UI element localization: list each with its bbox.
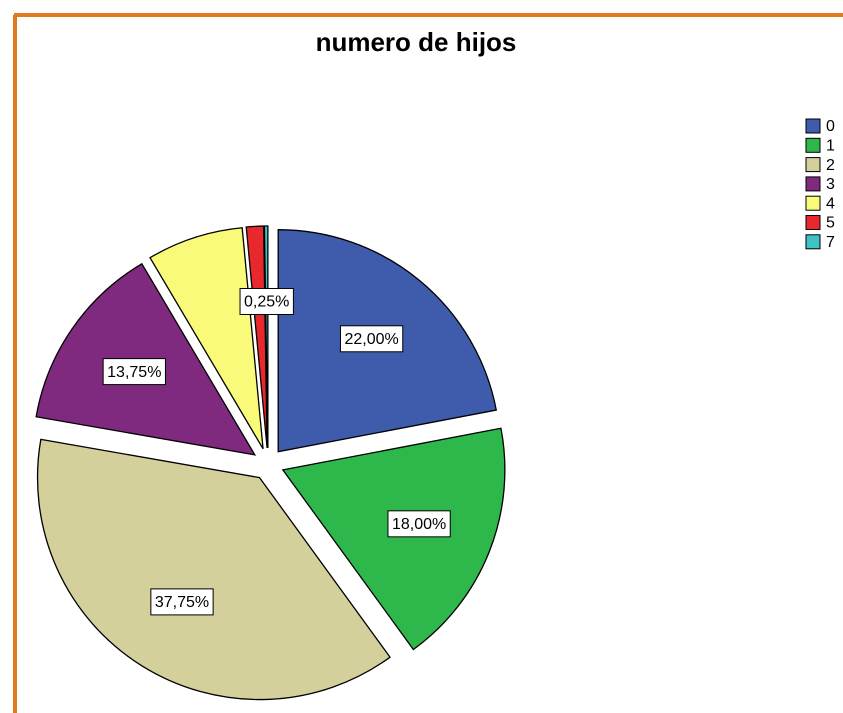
legend-swatch	[805, 157, 821, 173]
data-label: 22,00%	[339, 325, 404, 353]
data-label: 18,00%	[387, 510, 451, 538]
legend-swatch	[805, 118, 821, 134]
legend-label: 1	[826, 138, 835, 155]
pie-slice	[149, 227, 264, 450]
pie-slice	[36, 438, 391, 701]
pie-slice	[245, 225, 268, 449]
data-label-box	[150, 588, 214, 616]
data-label-text: 37,75%	[155, 594, 209, 611]
chart-title: numero de hijos	[316, 27, 517, 57]
data-label-text: 22,00%	[344, 331, 398, 348]
legend-label: 0	[826, 118, 835, 135]
legend-swatch	[805, 215, 821, 230]
data-label: 0,25%	[239, 287, 294, 315]
legend-label: 5	[826, 215, 835, 232]
legend-swatch	[805, 176, 821, 192]
data-label: 37,75%	[150, 588, 214, 616]
pie-slice	[263, 225, 269, 449]
legend-label: 4	[826, 195, 835, 212]
legend-swatch	[805, 195, 821, 211]
data-label-box	[102, 358, 166, 386]
legend-label: 7	[826, 234, 835, 251]
legend-swatch	[805, 234, 821, 250]
legend-label: 3	[826, 176, 835, 193]
data-label-box	[387, 510, 451, 538]
data-label-text: 0,25%	[244, 294, 289, 311]
data-label-box	[339, 325, 404, 353]
data-label-box	[239, 287, 294, 315]
legend-label: 2	[826, 157, 835, 174]
pie-slice	[281, 427, 506, 651]
data-label-text: 13,75%	[107, 364, 161, 381]
data-label-text: 18,00%	[392, 516, 446, 533]
legend-swatch	[805, 137, 821, 153]
data-label: 13,75%	[102, 358, 166, 386]
